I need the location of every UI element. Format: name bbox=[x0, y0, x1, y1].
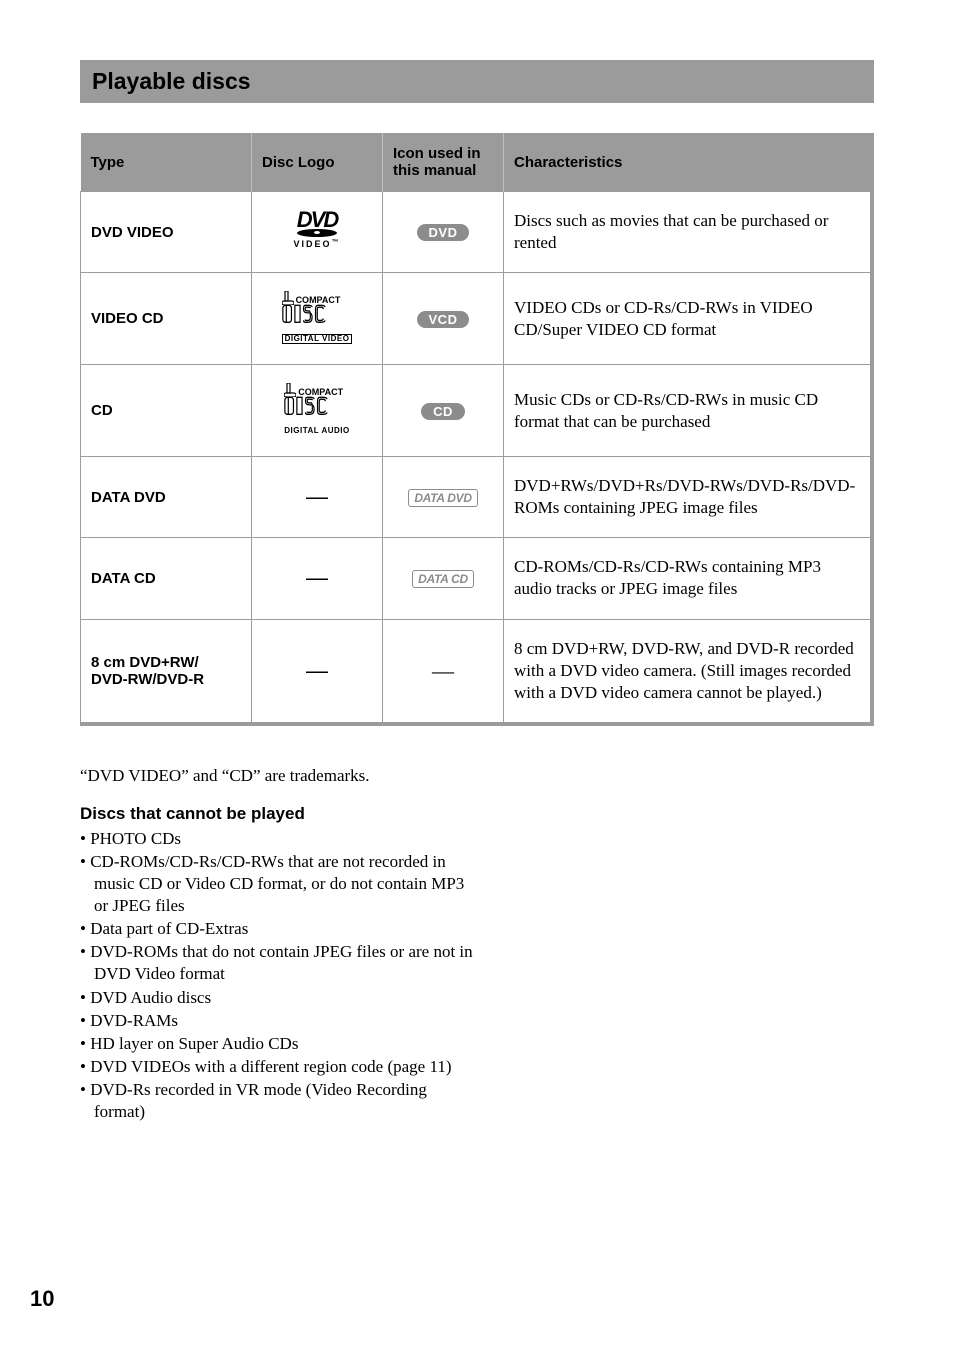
not-played-item: DVD Audio discs bbox=[80, 987, 480, 1009]
cell-type: DVD VIDEO bbox=[81, 192, 252, 273]
section-title-bar: Playable discs bbox=[80, 60, 874, 103]
cell-icon: CD bbox=[383, 365, 504, 457]
manual-icon-badge: DVD bbox=[417, 224, 470, 241]
cell-type: CD bbox=[81, 365, 252, 457]
dash-icon: — bbox=[306, 484, 328, 509]
cell-icon: DVD bbox=[383, 192, 504, 273]
dash-icon: — bbox=[432, 658, 454, 683]
cell-icon: VCD bbox=[383, 273, 504, 365]
page-number: 10 bbox=[30, 1286, 54, 1312]
dash-icon: — bbox=[306, 565, 328, 590]
not-played-item: DVD-RAMs bbox=[80, 1010, 480, 1032]
cell-icon: DATA DVD bbox=[383, 457, 504, 538]
not-played-item: DVD VIDEOs with a different region code … bbox=[80, 1056, 480, 1078]
manual-icon-outline: DATA CD bbox=[412, 570, 474, 588]
header-logo: Disc Logo bbox=[252, 133, 383, 192]
cell-logo: — bbox=[252, 457, 383, 538]
not-played-list: PHOTO CDsCD-ROMs/CD-Rs/CD-RWs that are n… bbox=[80, 828, 480, 1123]
cell-logo: DVD VIDEO™ bbox=[252, 192, 383, 273]
cell-type: VIDEO CD bbox=[81, 273, 252, 365]
table-row: VIDEO CD COMPACT DIGITAL VIDEO VCD VIDEO … bbox=[81, 273, 873, 365]
trademark-note: “DVD VIDEO” and “CD” are trademarks. bbox=[80, 766, 874, 786]
cell-characteristics: Music CDs or CD-Rs/CD-RWs in music CD fo… bbox=[504, 365, 873, 457]
page: Playable discs Type Disc Logo Icon used … bbox=[0, 0, 954, 1352]
dash-icon: — bbox=[306, 658, 328, 683]
not-played-heading: Discs that cannot be played bbox=[80, 804, 480, 824]
manual-icon-badge: VCD bbox=[417, 311, 470, 328]
not-played-item: PHOTO CDs bbox=[80, 828, 480, 850]
not-played-item: HD layer on Super Audio CDs bbox=[80, 1033, 480, 1055]
cell-characteristics: DVD+RWs/DVD+Rs/DVD-RWs/DVD-Rs/DVD-ROMs c… bbox=[504, 457, 873, 538]
cell-logo: COMPACT DIGITAL AUDIO bbox=[252, 365, 383, 457]
cell-logo: — bbox=[252, 538, 383, 619]
not-played-item: DVD-ROMs that do not contain JPEG files … bbox=[80, 941, 480, 985]
compact-disc-logo-icon: COMPACT DIGITAL AUDIO bbox=[284, 383, 349, 436]
table-row: DATA CD — DATA CD CD-ROMs/CD-Rs/CD-RWs cont… bbox=[81, 538, 873, 619]
dvd-logo-icon: DVD VIDEO™ bbox=[293, 212, 340, 248]
playable-discs-table: Type Disc Logo Icon used in this manual … bbox=[80, 133, 874, 726]
cell-icon: DATA CD bbox=[383, 538, 504, 619]
not-played-item: Data part of CD-Extras bbox=[80, 918, 480, 940]
table-row: 8 cm DVD+RW/DVD-RW/DVD-R — — 8 cm DVD+RW, D… bbox=[81, 619, 873, 724]
cell-characteristics: Discs such as movies that can be purchas… bbox=[504, 192, 873, 273]
header-characteristics: Characteristics bbox=[504, 133, 873, 192]
table-row: CD COMPACT DIGITAL AUDIO CD Music CDs or … bbox=[81, 365, 873, 457]
table-row: DATA DVD — DATA DVD DVD+RWs/DVD+Rs/DVD-RWs/… bbox=[81, 457, 873, 538]
not-played-item: DVD-Rs recorded in VR mode (Video Record… bbox=[80, 1079, 480, 1123]
cell-icon: — bbox=[383, 619, 504, 724]
cell-logo: — bbox=[252, 619, 383, 724]
cell-characteristics: VIDEO CDs or CD-Rs/CD-RWs in VIDEO CD/Su… bbox=[504, 273, 873, 365]
cell-characteristics: CD-ROMs/CD-Rs/CD-RWs containing MP3 audi… bbox=[504, 538, 873, 619]
cell-characteristics: 8 cm DVD+RW, DVD-RW, and DVD-R recorded … bbox=[504, 619, 873, 724]
cell-type: 8 cm DVD+RW/DVD-RW/DVD-R bbox=[81, 619, 252, 724]
cell-type: DATA DVD bbox=[81, 457, 252, 538]
not-played-item: CD-ROMs/CD-Rs/CD-RWs that are not record… bbox=[80, 851, 480, 917]
section-title: Playable discs bbox=[92, 68, 862, 95]
cell-logo: COMPACT DIGITAL VIDEO bbox=[252, 273, 383, 365]
table-row: DVD VIDEO DVD VIDEO™ DVD Discs such as mo… bbox=[81, 192, 873, 273]
compact-disc-logo-icon: COMPACT DIGITAL VIDEO bbox=[282, 291, 353, 344]
not-played-section: Discs that cannot be played PHOTO CDsCD-… bbox=[80, 804, 480, 1123]
manual-icon-badge: CD bbox=[421, 403, 465, 420]
header-type: Type bbox=[81, 133, 252, 192]
header-icon: Icon used in this manual bbox=[383, 133, 504, 192]
cell-type: DATA CD bbox=[81, 538, 252, 619]
manual-icon-outline: DATA DVD bbox=[408, 489, 477, 507]
table-header-row: Type Disc Logo Icon used in this manual … bbox=[81, 133, 873, 192]
